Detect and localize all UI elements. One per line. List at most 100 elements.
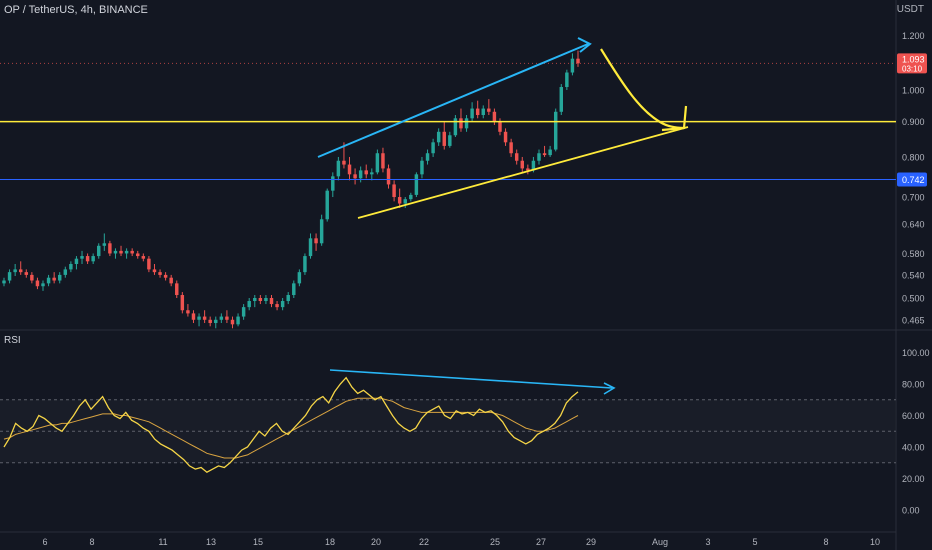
candle-body [381, 153, 385, 169]
candle-body [63, 269, 68, 275]
candle-body [487, 108, 491, 112]
candle-body [141, 256, 146, 259]
candle-body [69, 263, 73, 270]
candle-body [431, 142, 435, 154]
time-tick: 11 [158, 537, 167, 547]
candle-body [453, 118, 458, 136]
price-tick: 0.540 [902, 270, 925, 280]
candle-body [275, 304, 279, 308]
candle-body [280, 301, 285, 308]
candle-body [214, 319, 218, 324]
price-tick: 0.500 [902, 294, 925, 304]
price-tick: 0.465 [902, 315, 925, 325]
candle-body [403, 199, 407, 204]
candle-body [292, 283, 296, 296]
candle-body [108, 243, 112, 254]
candle-body [353, 174, 357, 179]
candle-body [7, 272, 12, 281]
candle-body [420, 160, 424, 175]
candle-body [542, 153, 547, 156]
candle-body [97, 245, 101, 257]
candle-body [41, 283, 45, 287]
candle-body [303, 256, 307, 273]
candle-body [202, 316, 207, 320]
candle-body [269, 298, 274, 305]
candle-body [158, 272, 162, 275]
candle-body [258, 298, 263, 302]
candle-body [30, 274, 34, 281]
time-tick: 27 [536, 537, 546, 547]
candle-body [35, 280, 40, 287]
candle-body [52, 277, 56, 281]
candle-body [18, 269, 23, 273]
price-tick: 0.700 [902, 193, 925, 203]
candle-body [409, 194, 413, 200]
candle-body [342, 160, 346, 165]
candle-body [503, 131, 508, 143]
time-tick: 6 [42, 537, 47, 547]
candle-body [331, 176, 335, 191]
projection-arrow [600, 48, 685, 130]
time-tick: 8 [89, 537, 94, 547]
axes: 1.200 1.000 0.900 0.800 0.700 0.640 0.580 0.540… [42, 31, 929, 547]
time-tick: 22 [419, 537, 429, 547]
candle-body [253, 298, 257, 302]
time-tick: 15 [253, 537, 263, 547]
candle-body [24, 272, 29, 275]
time-tick: 20 [371, 537, 381, 547]
channel-lower-line [357, 126, 689, 219]
last-price-countdown: 03:10 [902, 64, 923, 73]
candle-body [136, 253, 140, 257]
candle-body [347, 164, 352, 175]
candle-body [308, 238, 313, 257]
last-price-value: 1.093 [902, 54, 925, 64]
candle-body [464, 118, 469, 129]
candle-body [230, 319, 235, 325]
candle-body [559, 87, 564, 112]
last-price-badge [897, 53, 927, 74]
rsi-divergence-arrowhead [603, 382, 616, 395]
candle-body [119, 250, 123, 254]
rsi-divergence-line [329, 369, 613, 389]
candle-body [459, 118, 463, 129]
candle-body [425, 153, 430, 161]
candle-body [553, 111, 558, 150]
candle-body [475, 108, 480, 116]
time-tick: Aug [652, 537, 668, 547]
candle-body [186, 310, 190, 314]
candle-body [531, 160, 536, 171]
candle-body [392, 184, 396, 198]
candle-body [314, 238, 318, 244]
candle-body [548, 149, 552, 156]
time-tick: 29 [586, 537, 596, 547]
rsi-tick: 40.00 [902, 443, 925, 453]
candle-body [80, 256, 84, 259]
candle-body [537, 153, 541, 161]
candle-body [124, 250, 129, 254]
candle-body [498, 121, 502, 132]
candle-body [208, 319, 212, 324]
rsi-tick: 60.00 [902, 411, 925, 421]
projection-arrowhead [661, 105, 688, 132]
channel-upper-line [317, 43, 589, 158]
candle-body [147, 258, 151, 270]
candle-body [336, 160, 341, 177]
candle-body [180, 295, 185, 311]
candle-body [247, 301, 251, 308]
candle-body [297, 272, 302, 284]
time-tick: 10 [870, 537, 880, 547]
candle-body [130, 250, 134, 254]
rsi-label: RSI [4, 335, 21, 346]
candle-body [325, 190, 329, 220]
candle-body [526, 168, 530, 171]
time-tick: 3 [705, 537, 710, 547]
candle-body [236, 316, 240, 325]
chart-title: OP / TetherUS, 4h, BINANCE [4, 4, 148, 16]
candle-body [470, 108, 474, 119]
level-0742-badge [897, 172, 927, 187]
candle-body [191, 313, 196, 320]
candle-body [91, 256, 95, 262]
price-tick: 0.900 [902, 117, 925, 127]
annotations [0, 37, 896, 395]
